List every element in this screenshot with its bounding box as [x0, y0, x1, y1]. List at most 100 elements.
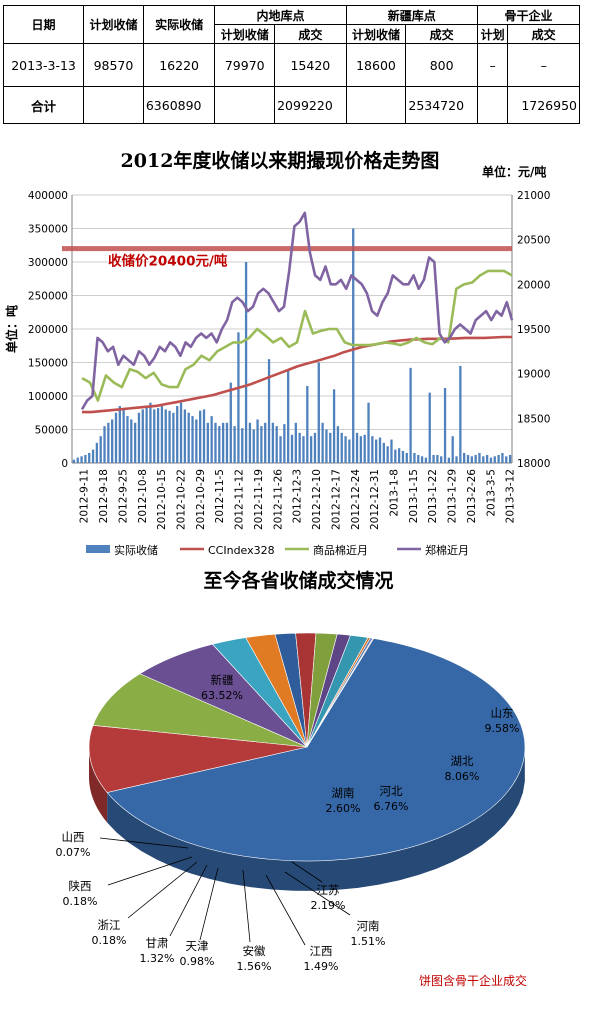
legend-label: 实际收储: [114, 543, 158, 557]
legend-label: 郑棉近月: [425, 543, 469, 557]
bar: [84, 454, 87, 463]
bar: [195, 419, 198, 463]
bar: [394, 449, 397, 463]
bar: [298, 432, 301, 463]
bar: [72, 459, 76, 463]
legend-swatch: [86, 545, 110, 553]
pie-slice: [306, 633, 351, 748]
slice-percent: 2.19%: [311, 899, 346, 912]
slice-percent: 1.49%: [304, 960, 339, 973]
slice-name: 山西: [62, 830, 85, 844]
bar: [309, 436, 313, 463]
x-tick-label: 2012-11-26: [272, 469, 284, 530]
x-tick-label: 2013-1-15: [408, 469, 420, 523]
bar: [122, 409, 125, 463]
bar: [447, 457, 451, 463]
bar: [99, 436, 102, 463]
bar: [409, 367, 412, 463]
cell-total-inland-plan: [214, 86, 276, 124]
bar: [367, 402, 370, 463]
slice-name: 山东: [491, 706, 514, 720]
y2-tick-label: 19000: [517, 369, 550, 381]
bar: [199, 410, 202, 463]
pie-chart-title: 至今各省收储成交情况: [203, 570, 394, 592]
bar: [103, 426, 106, 463]
x-tick-label: 2012-11-19: [253, 469, 265, 530]
bar: [241, 428, 244, 463]
bar: [256, 419, 259, 463]
bar: [248, 422, 252, 463]
bar: [332, 389, 336, 463]
reference-line: [62, 246, 512, 252]
bar: [306, 385, 309, 463]
bar: [436, 454, 439, 463]
bar: [348, 439, 351, 463]
cell-xj-deal: 800: [405, 43, 478, 87]
bar: [76, 457, 79, 463]
bar: [401, 450, 405, 463]
bar: [172, 412, 175, 463]
cell-bb-deal: –: [507, 43, 580, 87]
subheader-bb-plan: 计划: [476, 24, 509, 44]
bar: [505, 456, 508, 463]
bar: [202, 409, 206, 463]
bar: [107, 422, 110, 463]
bar: [80, 456, 83, 463]
bar: [405, 452, 408, 463]
slice-name: 河南: [357, 919, 380, 933]
legend-label: CCIndex328: [208, 544, 275, 557]
cell-total-bb-plan: [476, 86, 509, 124]
y-tick-label: 0: [61, 458, 68, 470]
x-tick-label: 2012-10-15: [156, 469, 168, 530]
y-tick-label: 50000: [35, 425, 68, 437]
bar: [283, 424, 286, 463]
pie-slice: [306, 634, 369, 748]
bar: [187, 412, 190, 463]
slice-name: 湖北: [451, 754, 474, 768]
slice-name: 江苏: [317, 883, 340, 897]
slice-percent: 9.58%: [485, 722, 520, 735]
leader-line: [291, 861, 323, 883]
pie-slice: [245, 633, 308, 748]
slice-name: 湖南: [332, 786, 355, 800]
bar: [440, 456, 443, 463]
pie-slice: [306, 632, 338, 748]
bar: [386, 446, 389, 463]
y-tick-label: 300000: [28, 257, 68, 269]
cell-total-plan: [83, 86, 144, 124]
series-line-1: [82, 335, 512, 414]
header-date: 日期: [2, 5, 85, 44]
cell-inland-deal: 15420: [274, 43, 347, 87]
bar: [214, 422, 217, 463]
bar: [375, 439, 378, 463]
pie-slice: [306, 637, 374, 748]
bar: [179, 402, 183, 463]
pie-slice: [306, 637, 371, 748]
y-axis-title: 单位：吨: [4, 305, 19, 353]
bar: [329, 432, 332, 463]
bar: [355, 432, 359, 463]
y2-tick-label: 19500: [517, 324, 550, 336]
subheader-xj-plan: 计划收储: [345, 24, 407, 44]
bar: [225, 422, 229, 463]
bar: [344, 436, 347, 463]
bar: [432, 454, 435, 463]
bar: [371, 436, 374, 463]
bar: [244, 262, 248, 463]
bar: [91, 449, 95, 463]
bar: [508, 454, 512, 463]
slice-name: 河北: [380, 784, 403, 798]
leader-line: [169, 864, 208, 937]
bar: [474, 454, 477, 463]
x-tick-label: 2012-11-12: [234, 469, 246, 530]
bar: [267, 359, 271, 463]
bar: [260, 426, 263, 463]
bar: [279, 436, 282, 463]
slice-name: 新疆: [211, 673, 234, 687]
pie-slice: [211, 637, 308, 748]
cell-xj-plan: 18600: [345, 43, 407, 87]
bar: [459, 365, 462, 463]
bar: [482, 456, 485, 463]
cell-total-actual: 6360890: [142, 86, 216, 124]
cell-inland-plan: 79970: [214, 43, 276, 87]
